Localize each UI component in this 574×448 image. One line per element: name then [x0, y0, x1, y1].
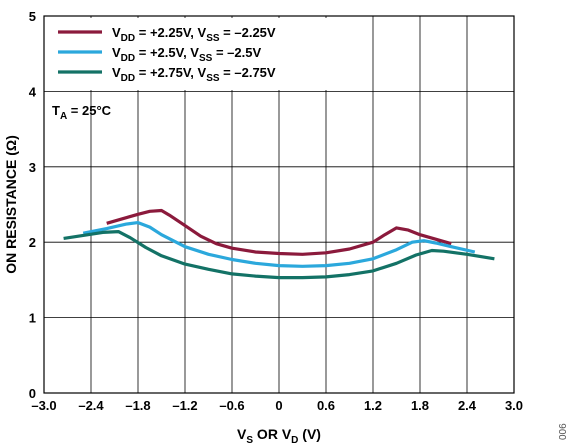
series-line-2 [82, 221, 476, 268]
legend-label-part: = +2.25V, V [135, 25, 206, 40]
legend-label-3: VDD = +2.75V, VSS = –2.75V [112, 65, 276, 84]
x-tick-label: 0 [275, 398, 282, 413]
legend-background [46, 18, 328, 90]
x-tick-label: –1.8 [125, 398, 150, 413]
legend-label-2: VDD = +2.5V, VSS = –2.5V [112, 45, 261, 64]
x-tick-label: 3.0 [505, 398, 523, 413]
annotation-sub: A [60, 111, 67, 122]
x-tick-label: –2.4 [78, 398, 104, 413]
x-tick-label: 1.8 [411, 398, 429, 413]
series-line-1 [106, 208, 452, 256]
legend-label-part: V [112, 25, 121, 40]
annotation-main: T [52, 103, 60, 118]
annotation-rest: = 25°C [67, 103, 111, 118]
legend-label-part: SS [206, 33, 220, 44]
x-axis-label-sub1: S [246, 435, 253, 446]
x-tick-label: –0.6 [219, 398, 244, 413]
x-tick-label: –3.0 [31, 398, 56, 413]
series-line-3 [63, 230, 495, 280]
x-axis-label-part3: (V) [298, 426, 321, 442]
legend-label-part: = –2.75V [220, 65, 276, 80]
y-axis-label: ON RESISTANCE (Ω) [3, 135, 19, 274]
y-tick-label: 4 [29, 84, 37, 99]
y-tick-label: 2 [29, 235, 36, 250]
y-tick-label: 0 [29, 386, 36, 401]
legend-label-part: = +2.5V, V [135, 45, 199, 60]
legend-label-part: = –2.25V [220, 25, 276, 40]
y-tick-label: 1 [29, 311, 36, 326]
series-lines [63, 208, 495, 280]
legend-label-part: DD [121, 73, 135, 84]
legend-label-part: DD [121, 33, 135, 44]
x-tick-label: –1.2 [172, 398, 197, 413]
legend-label-1: VDD = +2.25V, VSS = –2.25V [112, 25, 276, 44]
legend-label-part: DD [121, 53, 135, 64]
legend-label-part: SS [199, 53, 213, 64]
y-tick-labels: 0 1 2 3 4 5 [29, 9, 37, 401]
x-axis-label: VS OR VD (V) [237, 426, 321, 446]
x-tick-label: 2.4 [458, 398, 477, 413]
temperature-annotation: TA = 25°C [52, 103, 112, 122]
legend-label-part: = –2.5V [212, 45, 261, 60]
legend-label-part: = +2.75V, V [135, 65, 206, 80]
x-tick-label: 1.2 [364, 398, 382, 413]
y-tick-label: 5 [29, 9, 36, 24]
x-axis-label-part2: OR V [253, 426, 292, 442]
legend-label-part: SS [206, 73, 220, 84]
x-tick-label: 0.6 [317, 398, 335, 413]
x-axis-label-sub2: D [291, 435, 298, 446]
figure-code: 006 [558, 423, 569, 440]
legend-label-part: V [112, 45, 121, 60]
x-axis-label-part1: V [237, 426, 247, 442]
plot-frame [43, 15, 515, 394]
y-tick-label: 3 [29, 160, 36, 175]
legend-label-part: V [112, 65, 121, 80]
x-tick-labels: –3.0 –2.4 –1.8 –1.2 –0.6 0 0.6 1.2 1.8 2.4 3.0 [31, 398, 523, 413]
